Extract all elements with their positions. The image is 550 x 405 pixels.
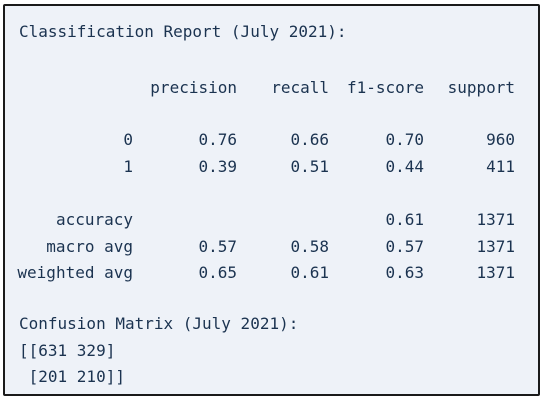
- summary-support: 1371: [476, 237, 515, 256]
- summary-label: macro avg: [46, 237, 133, 256]
- header-precision: precision: [150, 78, 237, 97]
- summary-f1-score: 0.63: [385, 263, 424, 282]
- confusion-row-1: [[631 329]: [19, 341, 116, 360]
- header-recall: recall: [271, 78, 329, 97]
- row-recall: 0.51: [290, 157, 329, 176]
- summary-f1-score: 0.61: [385, 210, 424, 229]
- row-recall: 0.66: [290, 130, 329, 149]
- row-label: 1: [123, 157, 133, 176]
- summary-support: 1371: [476, 210, 515, 229]
- row-support: 411: [486, 157, 515, 176]
- row-label: 0: [123, 130, 133, 149]
- report-title: Classification Report (July 2021):: [19, 22, 347, 41]
- row-precision: 0.76: [198, 130, 237, 149]
- summary-recall: 0.58: [290, 237, 329, 256]
- row-support: 960: [486, 130, 515, 149]
- summary-support: 1371: [476, 263, 515, 282]
- row-f1-score: 0.70: [385, 130, 424, 149]
- confusion-title: Confusion Matrix (July 2021):: [19, 314, 299, 333]
- confusion-row-2: [201 210]]: [19, 367, 125, 386]
- summary-label: accuracy: [55, 210, 133, 229]
- row-f1-score: 0.44: [385, 157, 424, 176]
- summary-f1-score: 0.57: [385, 237, 424, 256]
- summary-recall: 0.61: [290, 263, 329, 282]
- console-output-panel: Classification Report (July 2021): preci…: [3, 4, 540, 396]
- header-support: support: [447, 78, 515, 97]
- row-precision: 0.39: [198, 157, 237, 176]
- summary-label: weighted avg: [17, 263, 133, 282]
- summary-precision: 0.65: [198, 263, 237, 282]
- header-f1-score: f1-score: [346, 78, 424, 97]
- summary-precision: 0.57: [198, 237, 237, 256]
